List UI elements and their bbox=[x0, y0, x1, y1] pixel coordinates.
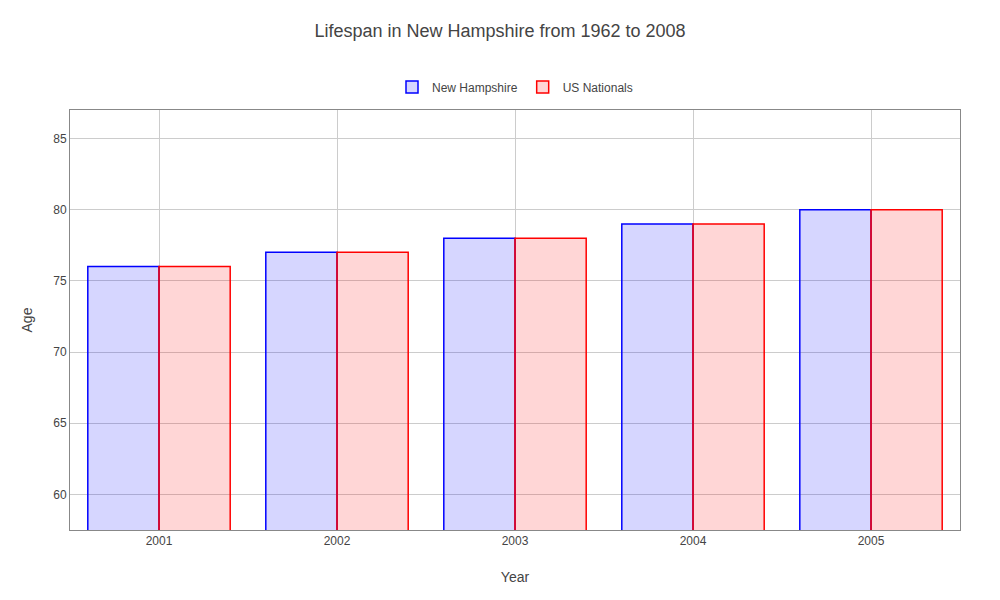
svg-text:New Hampshire: New Hampshire bbox=[432, 81, 518, 95]
svg-text:Lifespan in New Hampshire from: Lifespan in New Hampshire from 1962 to 2… bbox=[314, 21, 685, 41]
svg-text:85: 85 bbox=[53, 132, 67, 146]
svg-text:60: 60 bbox=[53, 488, 67, 502]
svg-text:80: 80 bbox=[53, 203, 67, 217]
svg-text:2004: 2004 bbox=[680, 534, 707, 548]
svg-text:65: 65 bbox=[53, 416, 67, 430]
svg-text:Year: Year bbox=[501, 569, 530, 585]
svg-text:75: 75 bbox=[53, 274, 67, 288]
svg-text:US Nationals: US Nationals bbox=[563, 81, 633, 95]
svg-text:2005: 2005 bbox=[858, 534, 885, 548]
svg-text:2001: 2001 bbox=[146, 534, 173, 548]
svg-text:70: 70 bbox=[53, 345, 67, 359]
svg-text:Age: Age bbox=[19, 307, 35, 332]
svg-text:2002: 2002 bbox=[324, 534, 351, 548]
svg-text:2003: 2003 bbox=[502, 534, 529, 548]
